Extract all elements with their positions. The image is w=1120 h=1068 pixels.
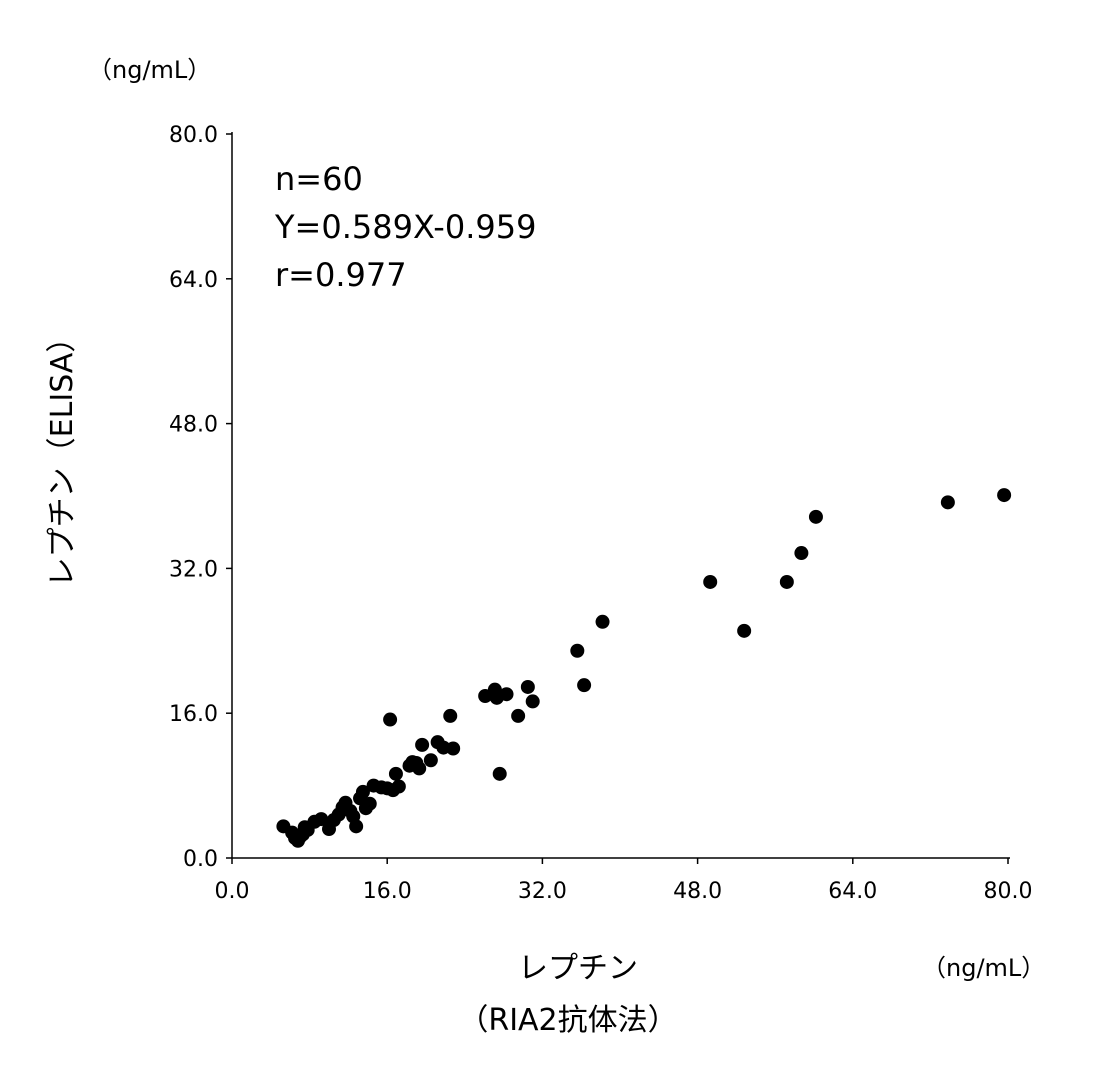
data-points [276, 488, 1012, 848]
data-point [703, 574, 718, 589]
y-tick-label: 48.0 [169, 413, 218, 438]
annotation-regression: Y=0.589X-0.959 [274, 208, 536, 246]
x-tick-label: 64.0 [828, 879, 877, 904]
x-axis-title-line1: レプチン [518, 951, 638, 986]
data-point [794, 546, 809, 561]
data-point [492, 766, 507, 781]
y-tick-label: 32.0 [169, 557, 218, 582]
data-point [511, 708, 526, 723]
data-point [737, 623, 752, 638]
data-point [577, 678, 592, 693]
data-point [779, 574, 794, 589]
x-tick-label: 80.0 [984, 879, 1033, 904]
y-tick-label: 16.0 [169, 702, 218, 727]
data-point [391, 779, 406, 794]
data-point [443, 708, 458, 723]
data-point [383, 712, 398, 727]
data-point [525, 694, 540, 709]
data-point [412, 761, 427, 776]
data-point [520, 679, 535, 694]
y-tick-label: 80.0 [169, 123, 218, 148]
x-unit-label: （ng/mL） [922, 954, 1045, 982]
data-point [570, 643, 585, 658]
y-axis-ticks: 0.0 16.0 32.0 48.0 64.0 80.0 [169, 123, 232, 872]
data-point [362, 796, 377, 811]
x-tick-label: 0.0 [215, 879, 250, 904]
data-point [415, 737, 430, 752]
data-point [808, 509, 823, 524]
x-axis-title-line2: （RIA2抗体法） [458, 1003, 677, 1038]
data-point [940, 495, 955, 510]
data-point [446, 741, 461, 756]
y-tick-label: 0.0 [183, 847, 218, 872]
x-axis-ticks: 0.0 16.0 32.0 48.0 64.0 80.0 [215, 858, 1033, 904]
data-point [499, 687, 514, 702]
data-point [355, 784, 370, 799]
y-axis-title: レプチン（ELISA） [45, 323, 80, 588]
y-tick-label: 64.0 [169, 268, 218, 293]
data-point [423, 753, 438, 768]
x-tick-label: 32.0 [518, 879, 567, 904]
data-point [314, 812, 329, 827]
annotation-n: n=60 [275, 160, 363, 198]
data-point [349, 819, 364, 834]
data-point [997, 488, 1012, 503]
data-point [595, 614, 610, 629]
x-tick-label: 48.0 [673, 879, 722, 904]
x-tick-label: 16.0 [363, 879, 412, 904]
data-point [388, 766, 403, 781]
annotation-r: r=0.977 [275, 256, 407, 294]
y-unit-label: （ng/mL） [88, 56, 211, 84]
